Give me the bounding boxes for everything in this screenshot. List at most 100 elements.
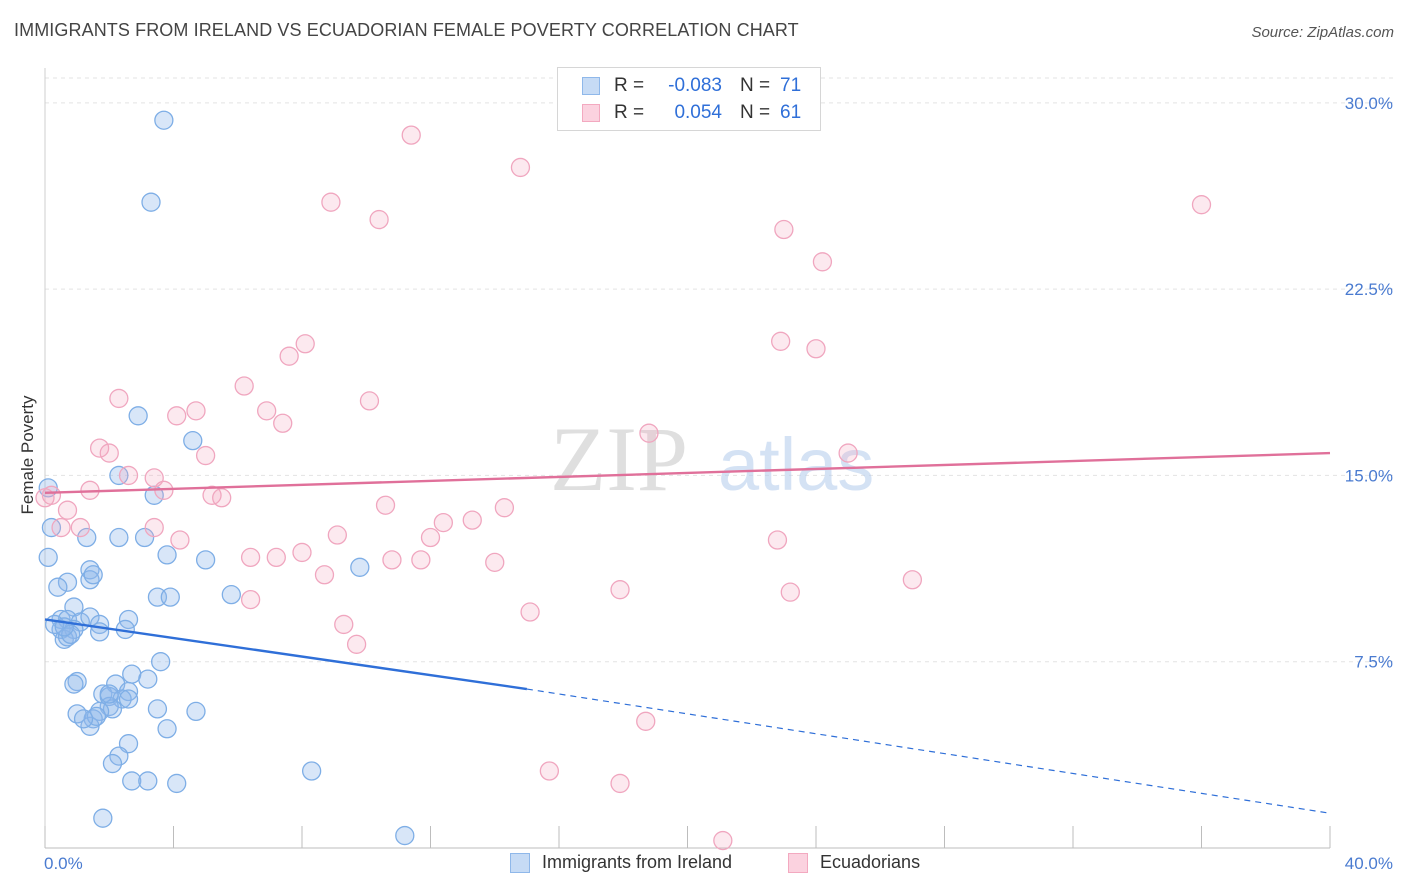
data-point-ecuadorians — [257, 401, 277, 421]
data-point-ecuadorians — [195, 445, 216, 466]
data-point-ireland — [57, 572, 78, 592]
data-point-ecuadorians — [510, 157, 531, 178]
data-point-ecuadorians — [295, 334, 315, 354]
legend-swatch-ecuadorians — [788, 852, 808, 873]
data-point-ireland — [195, 550, 216, 570]
data-point-ecuadorians — [70, 517, 90, 538]
legend-n-value: 71 — [780, 75, 802, 96]
legend-swatch-ireland — [510, 852, 530, 873]
legend-n-value: 61 — [780, 102, 802, 123]
data-point-ireland — [102, 753, 123, 774]
data-point-ireland — [141, 192, 161, 212]
data-point-ecuadorians — [327, 525, 347, 545]
data-point-ecuadorians — [234, 376, 254, 396]
data-point-ireland — [128, 406, 148, 426]
data-point-ireland — [122, 771, 142, 791]
x-tick-label: 40.0% — [1345, 854, 1393, 873]
axes — [44, 68, 1331, 849]
data-point-ecuadorians — [186, 401, 206, 421]
data-point-ireland — [83, 565, 103, 585]
data-point-ireland — [186, 701, 206, 722]
legend-n-label: N = — [740, 102, 771, 123]
legend-row-ireland: R = -0.083 N = 71 — [582, 73, 801, 99]
data-point-ecuadorians — [636, 711, 656, 731]
data-point-ecuadorians — [144, 517, 164, 538]
data-point-ecuadorians — [902, 570, 923, 590]
x-tick-label: 0.0% — [44, 854, 83, 873]
data-point-ecuadorians — [713, 830, 733, 851]
series-ecuadorians — [35, 125, 1212, 851]
series-immigrants-from-ireland — [38, 110, 415, 846]
data-point-ecuadorians — [812, 252, 833, 272]
legend-item-ecuadorians[interactable]: Ecuadorians — [788, 852, 920, 873]
data-point-ecuadorians — [375, 495, 396, 515]
data-point-ecuadorians — [369, 209, 389, 230]
legend-swatch-blue — [582, 77, 600, 95]
legend-r-value: 0.054 — [674, 102, 722, 123]
chart-source: Source: ZipAtlas.com — [1251, 24, 1394, 41]
grid-lines — [45, 77, 1395, 663]
legend-r-label: R = — [614, 75, 645, 96]
data-point-ecuadorians — [539, 761, 560, 781]
data-point-ecuadorians — [57, 500, 78, 520]
legend-label-ecuadorians: Ecuadorians — [820, 852, 921, 872]
data-point-ireland — [77, 527, 97, 548]
data-point-ecuadorians — [240, 547, 261, 568]
tick-labels: 7.5% 15.0% 22.5% 30.0% 0.0% 40.0% — [44, 94, 1393, 873]
data-point-ireland — [350, 557, 370, 577]
data-point-ireland — [138, 669, 158, 689]
data-point-ecuadorians — [485, 552, 505, 573]
legend-swatch-pink — [582, 104, 600, 122]
data-point-ireland — [93, 808, 113, 828]
data-point-ecuadorians — [771, 331, 791, 351]
trend-line-ireland-extension — [526, 688, 1331, 814]
data-point-ecuadorians — [610, 580, 630, 600]
data-point-ireland — [64, 674, 84, 694]
data-point-ecuadorians — [462, 510, 482, 530]
data-point-ecuadorians — [51, 517, 71, 538]
series-legend: Immigrants from Ireland Ecuadorians — [0, 852, 1406, 878]
data-point-ireland — [157, 545, 177, 565]
data-point-ecuadorians — [321, 192, 341, 212]
data-point-ecuadorians — [118, 465, 139, 486]
data-point-ireland — [395, 825, 415, 846]
chart-title: IMMIGRANTS FROM IRELAND VS ECUADORIAN FE… — [14, 20, 799, 40]
data-point-ecuadorians — [314, 565, 335, 585]
y-tick-label: 7.5% — [1354, 653, 1393, 672]
data-point-ecuadorians — [806, 339, 826, 359]
watermark-atlas: atlas — [718, 423, 874, 506]
trend-line-ireland — [44, 618, 528, 691]
legend-label-ireland: Immigrants from Ireland — [542, 852, 733, 872]
data-point-ireland — [80, 716, 100, 736]
data-point-ecuadorians — [639, 423, 659, 443]
data-point-ecuadorians — [520, 602, 540, 622]
data-point-ecuadorians — [411, 550, 431, 570]
data-point-ecuadorians — [610, 773, 630, 794]
data-point-ireland — [48, 577, 68, 597]
data-point-ecuadorians — [767, 530, 788, 550]
data-point-ireland — [154, 110, 174, 130]
legend-item-ireland[interactable]: Immigrants from Ireland — [510, 852, 732, 873]
data-point-ecuadorians — [420, 527, 441, 548]
data-point-ecuadorians — [273, 413, 293, 433]
data-point-ecuadorians — [433, 512, 454, 533]
data-point-ireland — [160, 587, 180, 607]
data-point-ecuadorians — [401, 125, 421, 145]
correlation-legend: R = -0.083 N = 71 R = 0.054 N = 61 — [557, 67, 821, 131]
data-point-ecuadorians — [240, 589, 261, 610]
legend-r-label: R = — [614, 102, 645, 123]
data-point-ireland — [301, 761, 322, 781]
legend-n-label: N = — [740, 75, 771, 96]
data-point-ireland — [167, 773, 187, 794]
data-point-ireland — [150, 652, 171, 672]
data-point-ecuadorians — [382, 550, 402, 570]
trend-line-ecuadorians — [44, 451, 1331, 495]
data-point-ecuadorians — [346, 634, 367, 654]
trend-lines — [44, 451, 1331, 814]
data-point-ecuadorians — [359, 391, 380, 411]
data-point-ireland — [67, 671, 87, 692]
data-point-ireland — [38, 547, 58, 568]
data-point-ireland — [122, 664, 142, 684]
data-point-ireland — [157, 719, 177, 739]
